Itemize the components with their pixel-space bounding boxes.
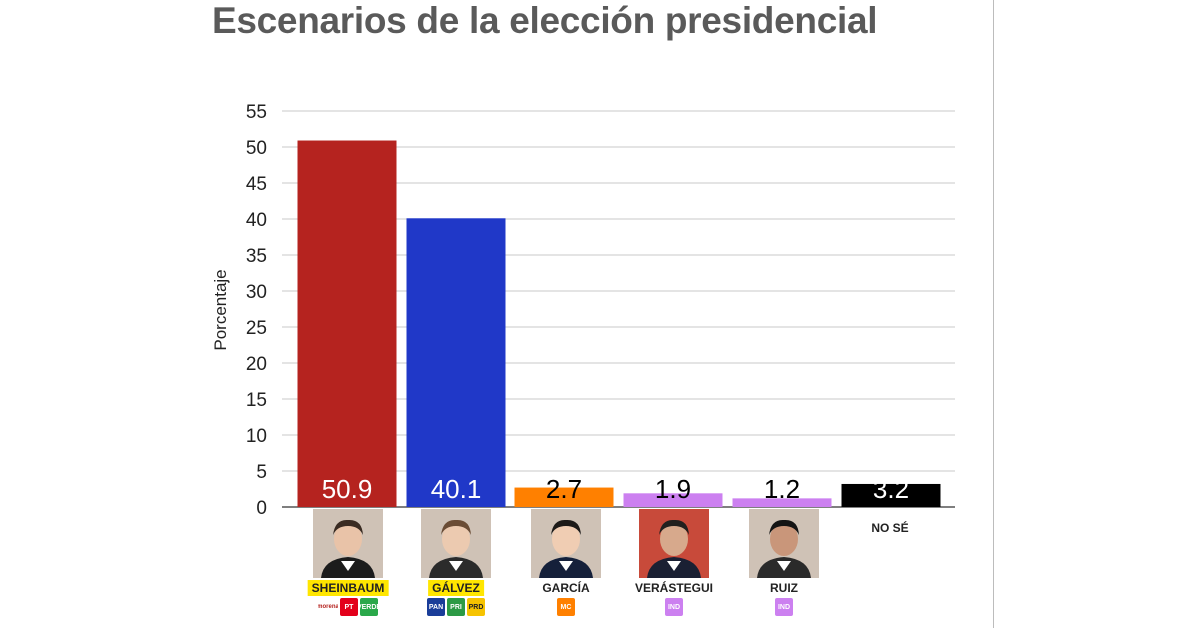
portrait-icon [749, 509, 819, 578]
portrait-icon [421, 509, 491, 578]
y-tick-label: 30 [246, 282, 267, 303]
ind-logo-icon: IND [665, 598, 683, 616]
photo-sheinbaum [313, 509, 383, 578]
pri-logo-icon: PRI [447, 598, 465, 616]
bar-verástegui [623, 493, 723, 507]
y-tick-label: 25 [246, 318, 267, 339]
prd-logo-icon: PRD [467, 598, 485, 616]
y-tick-label: 0 [256, 498, 267, 519]
y-tick-labels: 0 5 10 15 20 25 30 35 40 45 50 55 [246, 102, 267, 519]
data-label: 1.9 [655, 474, 691, 504]
candidate-name-sheinbaum: SHEINBAUM [307, 580, 389, 596]
party-logos-ruiz: IND [775, 598, 793, 616]
y-tick-label: 55 [246, 102, 267, 123]
candidate-name-galvez: GÁLVEZ [428, 580, 484, 596]
portrait-icon [639, 509, 709, 578]
y-tick-label: 10 [246, 426, 267, 447]
data-labels: 50.9 40.1 2.7 1.9 1.2 3.2 [322, 474, 909, 504]
y-tick-label: 20 [246, 354, 267, 375]
morena-logo-icon: morena [318, 598, 338, 616]
data-label: 2.7 [546, 474, 582, 504]
candidate-name-garcia: GARCÍA [542, 581, 590, 595]
party-logos-verastegui: IND [665, 598, 683, 616]
photo-ruiz [749, 509, 819, 578]
y-tick-label: 15 [246, 390, 267, 411]
bar-garcía [514, 487, 614, 507]
portrait-icon [531, 509, 601, 578]
photo-verastegui [639, 509, 709, 578]
no-se-label: NO SÉ [871, 521, 909, 535]
bars [297, 140, 941, 507]
bar-gálvez [406, 218, 506, 507]
y-tick-label: 45 [246, 174, 267, 195]
data-label: 40.1 [431, 474, 482, 504]
party-logos-sheinbaum: morena PT VERDE [318, 598, 378, 616]
pt-logo-icon: PT [340, 598, 358, 616]
data-label: 50.9 [322, 474, 373, 504]
bar-ruiz [732, 498, 832, 507]
y-tick-label: 40 [246, 210, 267, 231]
chart-title: Escenarios de la elección presidencial [212, 0, 878, 41]
photo-galvez [421, 509, 491, 578]
data-label: 1.2 [764, 474, 800, 504]
bar-no sé [841, 483, 941, 507]
party-logos-galvez: PAN PRI PRD [427, 598, 485, 616]
ind-logo-icon: IND [775, 598, 793, 616]
bar-sheinbaum [297, 140, 397, 507]
portrait-icon [313, 509, 383, 578]
photo-garcia [531, 509, 601, 578]
party-logos-garcia: MC [557, 598, 575, 616]
mc-logo-icon: MC [557, 598, 575, 616]
pan-logo-icon: PAN [427, 598, 445, 616]
y-tick-label: 5 [256, 462, 267, 483]
candidate-name-ruiz: RUIZ [770, 581, 798, 595]
y-tick-label: 50 [246, 138, 267, 159]
right-divider [993, 0, 994, 628]
y-tick-label: 35 [246, 246, 267, 267]
data-label: 3.2 [873, 474, 909, 504]
verde-logo-icon: VERDE [360, 598, 378, 616]
candidate-name-verastegui: VERÁSTEGUI [634, 581, 714, 595]
